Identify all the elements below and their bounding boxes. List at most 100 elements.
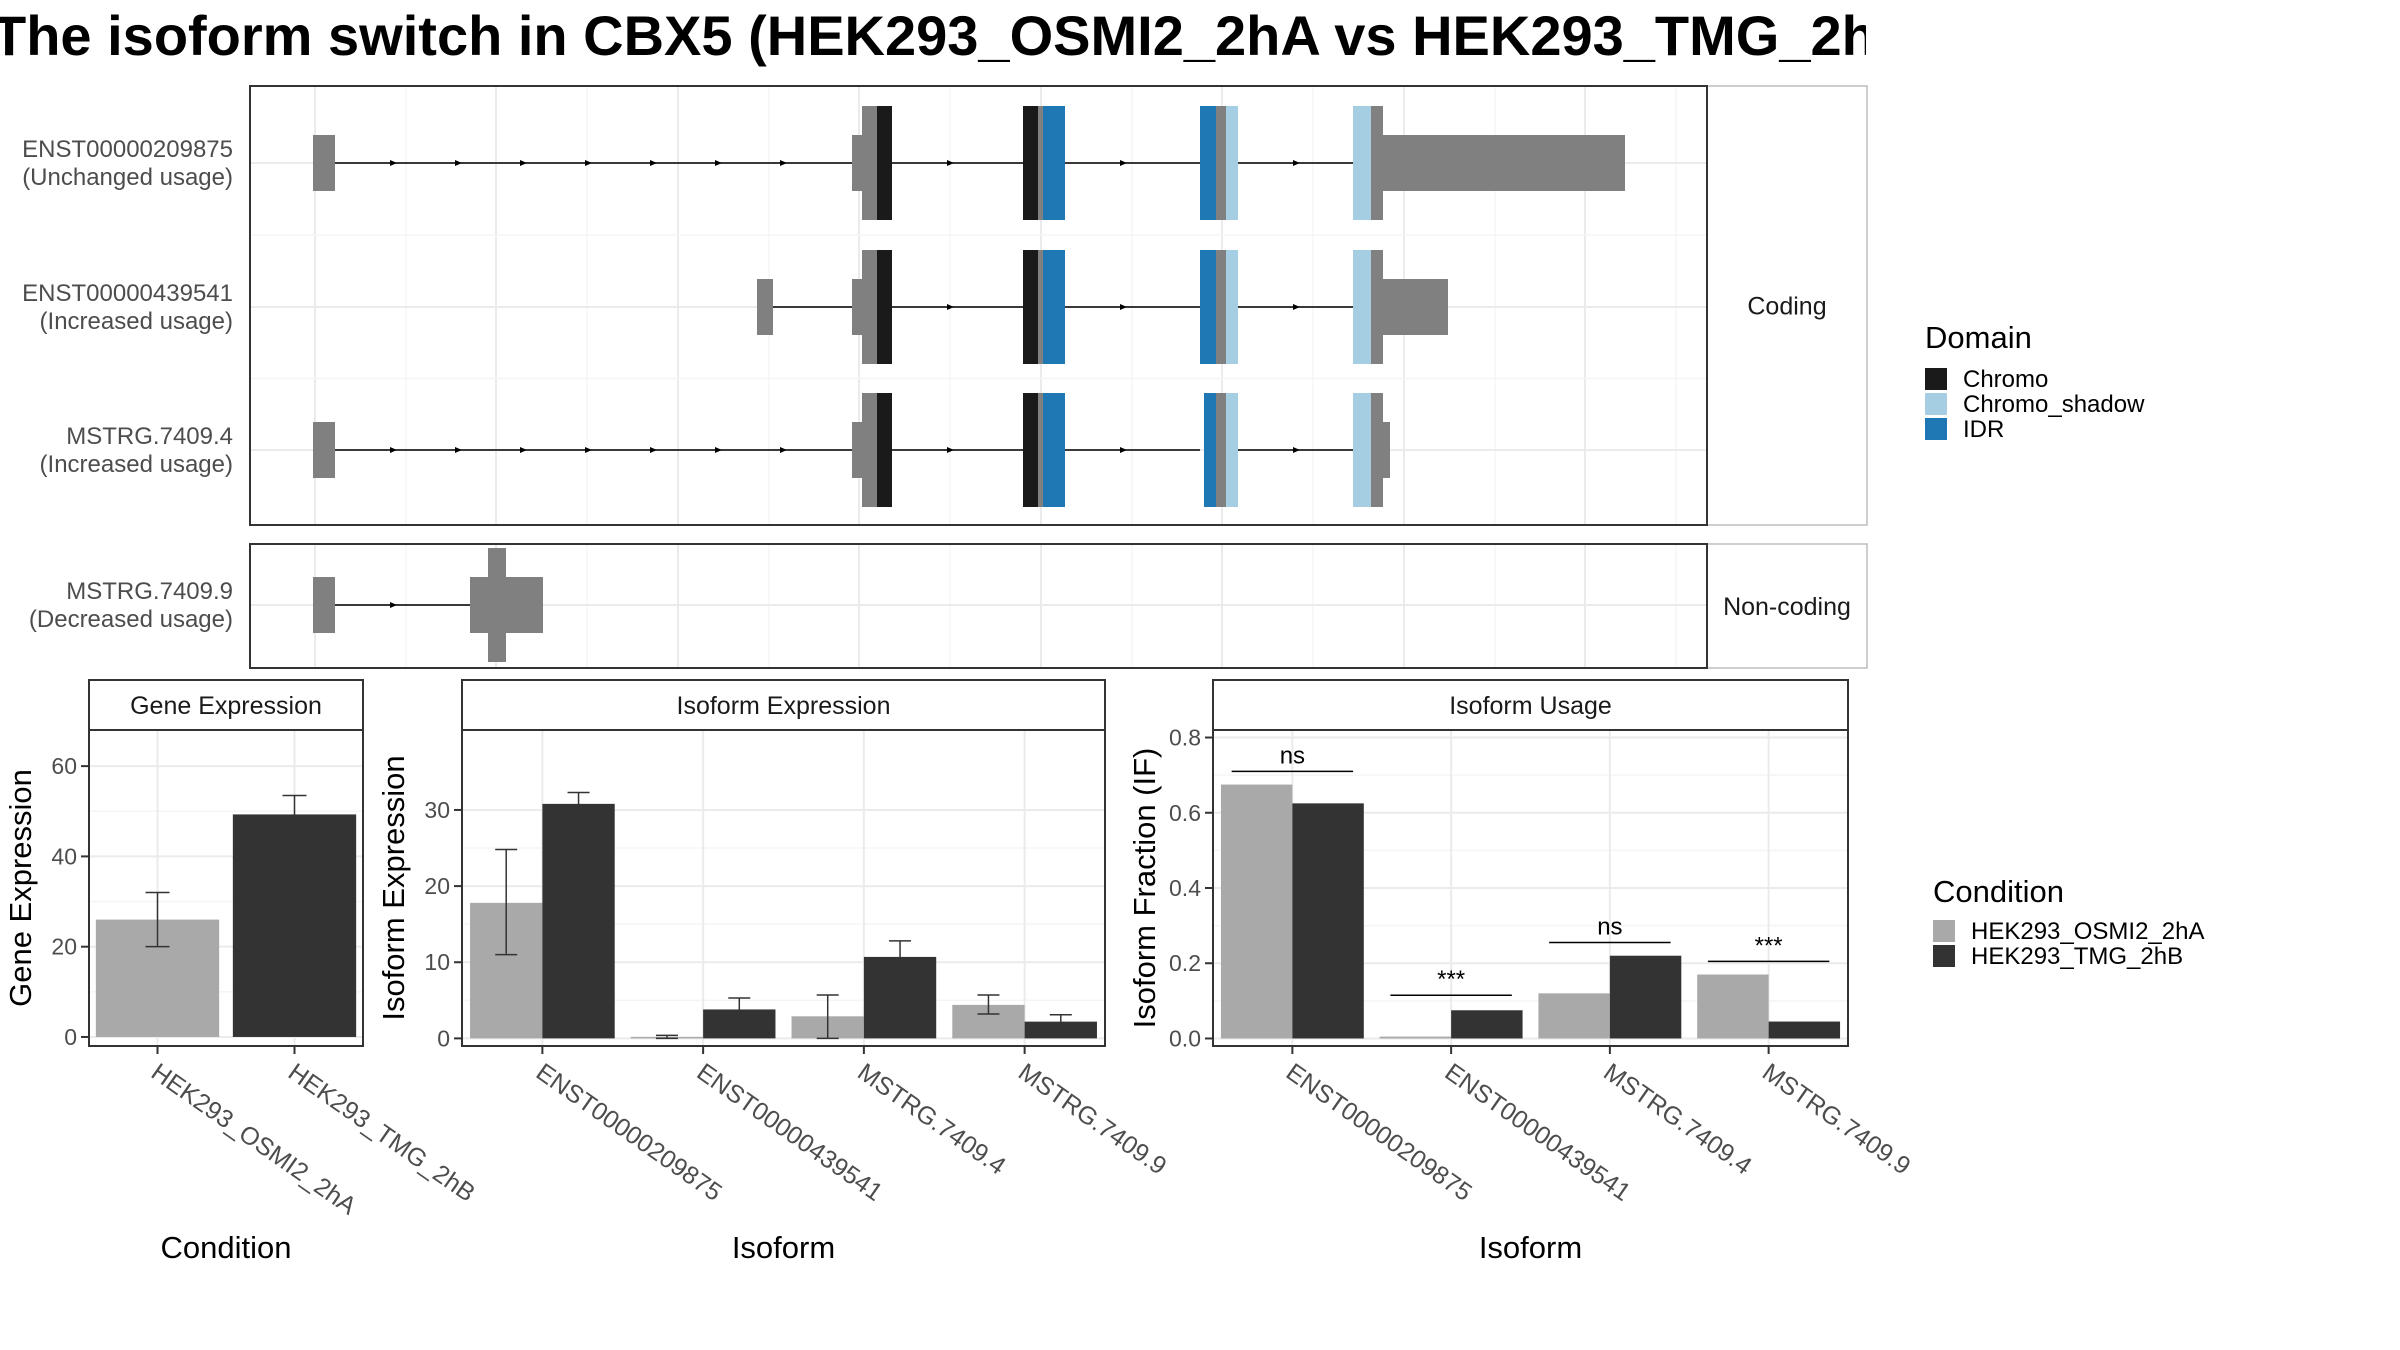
transcript-id-label: MSTRG.7409.9: [66, 578, 233, 605]
transcript-structure-plot: Coding Non-coding ENST00000209875(Unchange…: [22, 85, 1868, 669]
intron-arrow: [715, 160, 722, 166]
y-axis-title: Isoform Fraction (IF): [1127, 748, 1162, 1029]
panel-frame: [249, 543, 1708, 669]
domain-legend-label: IDR: [1963, 416, 2004, 443]
intron-arrow: [455, 447, 462, 453]
x-axis-title: Condition: [161, 1230, 292, 1265]
cds-exon: [1216, 393, 1226, 507]
cds-exon: [1371, 393, 1383, 507]
y-tick-label: 0.6: [1169, 800, 1201, 826]
transcript-usage-label: (Increased usage): [40, 308, 233, 335]
transcript-model-2: [313, 393, 1390, 507]
y-tick-label: 60: [51, 753, 77, 779]
y-tick-label: 20: [424, 873, 450, 899]
domain-chromo-shadow: [1353, 393, 1371, 507]
intron-arrow: [1120, 304, 1127, 310]
domain-chromo: [1023, 393, 1038, 507]
transcript-model-3: [313, 548, 543, 662]
transcript-id-label: ENST00000439541: [22, 280, 233, 307]
utr-exon: [757, 279, 773, 335]
intron-arrow: [780, 160, 787, 166]
legend-swatch: [1933, 945, 1955, 967]
bar-panel-1: Isoform Expression0102030ENST00000209875…: [376, 679, 1172, 1265]
utr-exon: [1383, 279, 1448, 335]
utr-exon: [1383, 135, 1625, 191]
legend-swatch: [1925, 418, 1947, 440]
transcript-model-0: [313, 106, 1625, 220]
y-axis-title: Gene Expression: [3, 769, 38, 1007]
intron-arrow: [947, 304, 954, 310]
legend-swatch: [1925, 393, 1947, 415]
intron-arrow: [780, 447, 787, 453]
bar: [1451, 1010, 1523, 1039]
condition-legend-label: HEK293_OSMI2_2hA: [1971, 918, 2204, 945]
domain-chromo: [1023, 250, 1038, 364]
domain-legend-title: Domain: [1925, 320, 2032, 355]
panel-title: Isoform Expression: [677, 692, 891, 720]
y-tick-label: 10: [424, 949, 450, 975]
utr-exon: [852, 279, 864, 335]
utr-exon: [1383, 422, 1390, 478]
domain-chromo-shadow: [1226, 393, 1238, 507]
cds-exon: [862, 250, 877, 364]
bar: [1609, 955, 1682, 1039]
domain-chromo-shadow: [1353, 106, 1371, 220]
legend-swatch: [1925, 368, 1947, 390]
domain-idr: [1043, 393, 1065, 507]
intron-arrow: [390, 160, 397, 166]
intron-arrow: [390, 602, 397, 608]
y-tick-label: 0.2: [1169, 950, 1201, 976]
domain-chromo: [877, 106, 892, 220]
intron-arrow: [1120, 160, 1127, 166]
y-tick-label: 20: [51, 934, 77, 960]
intron-arrow: [520, 160, 527, 166]
bar: [1538, 993, 1610, 1039]
transcript-id-label: MSTRG.7409.4: [66, 423, 233, 450]
domain-legend-label: Chromo_shadow: [1963, 391, 2145, 418]
y-axis-title: Isoform Expression: [376, 755, 411, 1020]
bar: [1768, 1021, 1841, 1039]
bar: [1220, 784, 1293, 1039]
intron-arrow: [1293, 447, 1300, 453]
facet-strip: [1706, 543, 1868, 669]
domain-chromo: [1023, 106, 1038, 220]
cds-exon: [1038, 106, 1043, 220]
cds-exon: [862, 393, 877, 507]
panel-strip: [1212, 679, 1849, 731]
utr-exon: [313, 135, 335, 191]
intron-arrow: [715, 447, 722, 453]
y-tick-label: 40: [51, 843, 77, 869]
y-tick-label: 0.8: [1169, 725, 1201, 751]
domain-idr: [1200, 250, 1216, 364]
cds-exon: [1371, 250, 1383, 364]
y-tick-label: 0.0: [1169, 1025, 1201, 1051]
domain-idr: [1043, 250, 1065, 364]
x-tick-label: MSTRG.7409.4: [1598, 1058, 1756, 1181]
bar: [1697, 974, 1769, 1039]
bar: [1024, 1021, 1097, 1039]
intron-arrow: [1120, 447, 1127, 453]
intron-arrow: [650, 160, 657, 166]
significance-label: ***: [1437, 966, 1465, 993]
cds-exon: [1216, 106, 1226, 220]
facet-strip-label: Non-coding: [1723, 593, 1851, 621]
facet-strip-label: Coding: [1747, 293, 1826, 321]
title-clip: [1866, 0, 2400, 80]
intron-arrow: [390, 447, 397, 453]
intron-arrow: [947, 447, 954, 453]
cds-exon: [1371, 106, 1383, 220]
condition-legend-title: Condition: [1933, 874, 2064, 909]
intron-arrow: [520, 447, 527, 453]
title-group: The isoform switch in CBX5 (HEK293_OSMI2…: [0, 0, 2400, 80]
intron-arrow: [1293, 304, 1300, 310]
intron-arrow: [455, 160, 462, 166]
domain-chromo-shadow: [1226, 106, 1238, 220]
x-tick-label: MSTRG.7409.9: [1757, 1058, 1915, 1181]
legend-swatch: [1933, 920, 1955, 942]
y-tick-label: 0.4: [1169, 875, 1201, 901]
intron-arrow: [585, 447, 592, 453]
transcript-usage-label: (Increased usage): [40, 451, 233, 478]
significance-label: ns: [1597, 914, 1622, 941]
